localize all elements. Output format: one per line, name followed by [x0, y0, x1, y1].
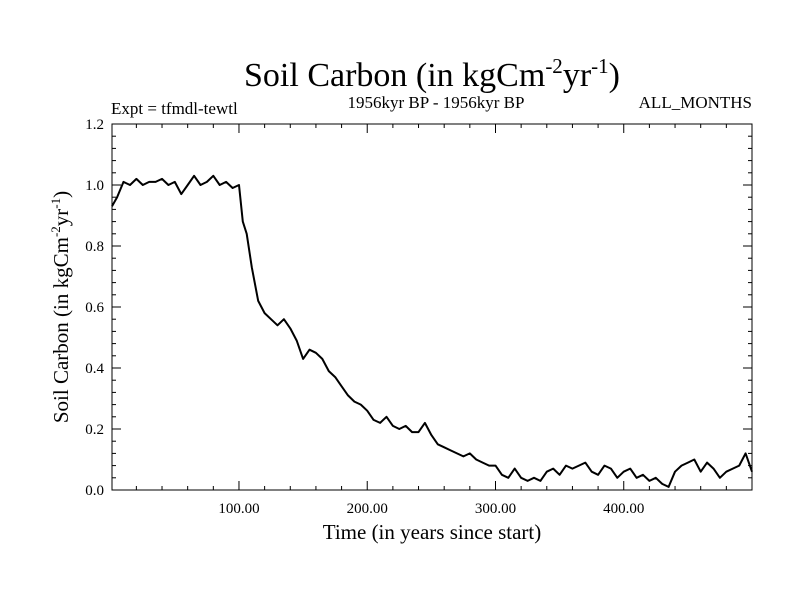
- series-layer: [111, 174, 753, 488]
- y-tick-label: 0.0: [85, 483, 104, 499]
- y-tick-label: 1.0: [85, 178, 104, 194]
- y-tick-label: 1.2: [85, 117, 104, 133]
- x-tick-label: 100.00: [218, 501, 259, 517]
- subtitle-months: ALL_MONTHS: [639, 93, 752, 112]
- axis-ticks: [112, 123, 752, 491]
- y-tick-label: 0.4: [85, 361, 104, 377]
- x-tick-label: 200.00: [347, 501, 388, 517]
- subtitle-experiment: Expt = tfmdl-tewtl: [111, 99, 238, 118]
- y-tick-label: 0.6: [85, 300, 104, 316]
- chart-title: Soil Carbon (in kgCm-2yr-1): [244, 54, 620, 94]
- y-axis-label: Soil Carbon (in kgCm-2yr-1): [48, 191, 73, 423]
- series-line-0: [111, 174, 753, 488]
- subtitle-period: 1956kyr BP - 1956kyr BP: [348, 93, 525, 112]
- x-tick-label: 400.00: [603, 501, 644, 517]
- x-tick-label: 300.00: [475, 501, 516, 517]
- axis-tick-labels: 0.0 0.2 0.4 0.6 0.8 1.0 1.2 100.00 200.00 300.00 4…: [85, 117, 644, 517]
- x-axis-label: Time (in years since start): [323, 520, 542, 544]
- y-tick-label: 0.2: [85, 422, 104, 438]
- y-tick-label: 0.8: [85, 239, 104, 255]
